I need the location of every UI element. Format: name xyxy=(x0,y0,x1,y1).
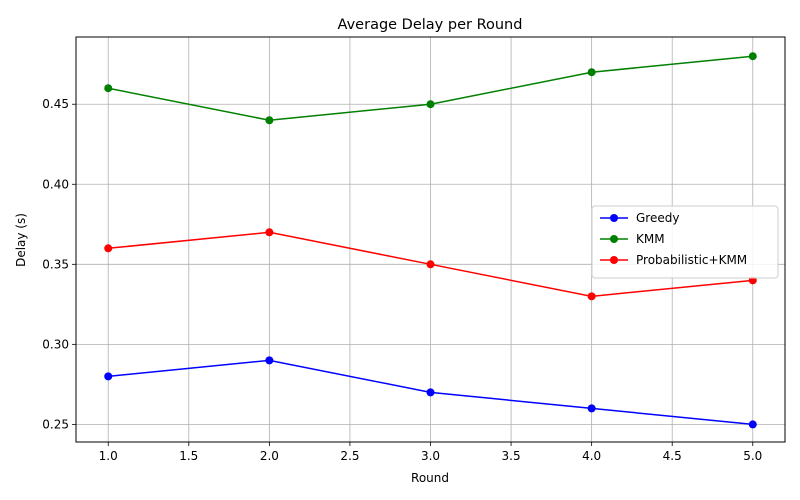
plot-frame xyxy=(75,36,786,443)
y-tick-label: 0.35 xyxy=(42,257,69,271)
y-tick-label: 0.45 xyxy=(42,97,69,111)
y-axis-ticks: 0.25 0.30 0.35 0.40 0.45 xyxy=(42,97,76,431)
series-greedy xyxy=(104,356,757,429)
y-tick-label: 0.25 xyxy=(42,417,69,431)
data-point xyxy=(426,100,435,109)
data-series xyxy=(104,52,757,429)
x-tick-label: 3.5 xyxy=(502,449,521,463)
series-probabilistic-kmm xyxy=(104,228,757,301)
x-tick-label: 4.0 xyxy=(582,449,601,463)
legend-swatch-marker xyxy=(610,256,618,264)
data-point xyxy=(748,420,757,429)
x-tick-label: 4.5 xyxy=(663,449,682,463)
series-kmm xyxy=(104,52,757,125)
legend-label: Probabilistic+KMM xyxy=(636,253,747,267)
legend-label: KMM xyxy=(636,232,665,246)
data-point xyxy=(104,372,113,381)
data-point xyxy=(426,388,435,397)
legend: Greedy KMM Probabilistic+KMM xyxy=(591,205,779,279)
data-point xyxy=(748,52,757,61)
x-axis-label: Round xyxy=(411,471,449,485)
chart-title: Average Delay per Round xyxy=(338,17,523,33)
data-point xyxy=(587,292,596,301)
x-tick-label: 1.0 xyxy=(99,449,118,463)
x-tick-label: 5.0 xyxy=(743,449,762,463)
legend-swatch-marker xyxy=(610,214,618,222)
x-tick-label: 3.0 xyxy=(421,449,440,463)
y-axis-label: Delay (s) xyxy=(14,213,28,267)
x-tick-label: 1.5 xyxy=(179,449,198,463)
data-point xyxy=(587,68,596,77)
legend-label: Greedy xyxy=(636,211,679,225)
y-tick-label: 0.40 xyxy=(42,177,69,191)
y-tick-label: 0.30 xyxy=(42,337,69,351)
data-point xyxy=(265,116,274,125)
data-point xyxy=(426,260,435,269)
x-tick-label: 2.5 xyxy=(340,449,359,463)
data-point xyxy=(587,404,596,413)
data-point xyxy=(104,84,113,93)
data-point xyxy=(265,356,274,365)
data-point xyxy=(265,228,274,237)
data-point xyxy=(104,244,113,253)
legend-box xyxy=(591,205,779,279)
legend-swatch-marker xyxy=(610,235,618,243)
x-axis-ticks: 1.0 1.5 2.0 2.5 3.0 3.5 4.0 4.5 5.0 xyxy=(99,442,762,463)
x-tick-label: 2.0 xyxy=(260,449,279,463)
